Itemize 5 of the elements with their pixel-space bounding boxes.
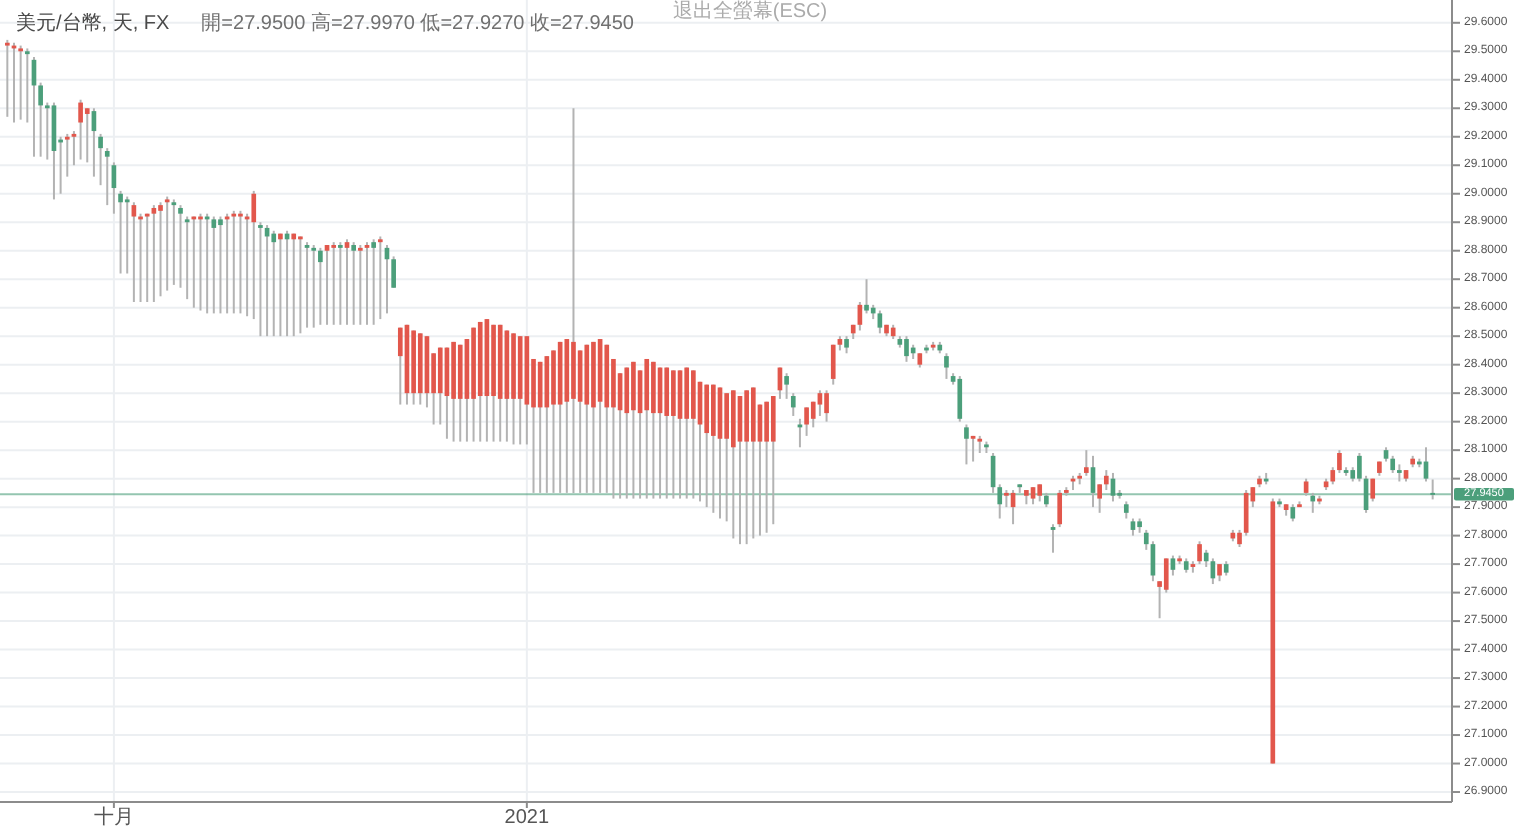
subtitle: 開=27.9500 高=27.9970 低=27.9270 收=27.9450 bbox=[201, 13, 634, 35]
title: 美元/台幣, 天, FX bbox=[16, 13, 170, 35]
x-tick-label: 2021 bbox=[504, 807, 550, 829]
annotation: 退出全螢幕(ESC) bbox=[672, 1, 828, 23]
x-tick-label: 十月 bbox=[93, 807, 134, 829]
